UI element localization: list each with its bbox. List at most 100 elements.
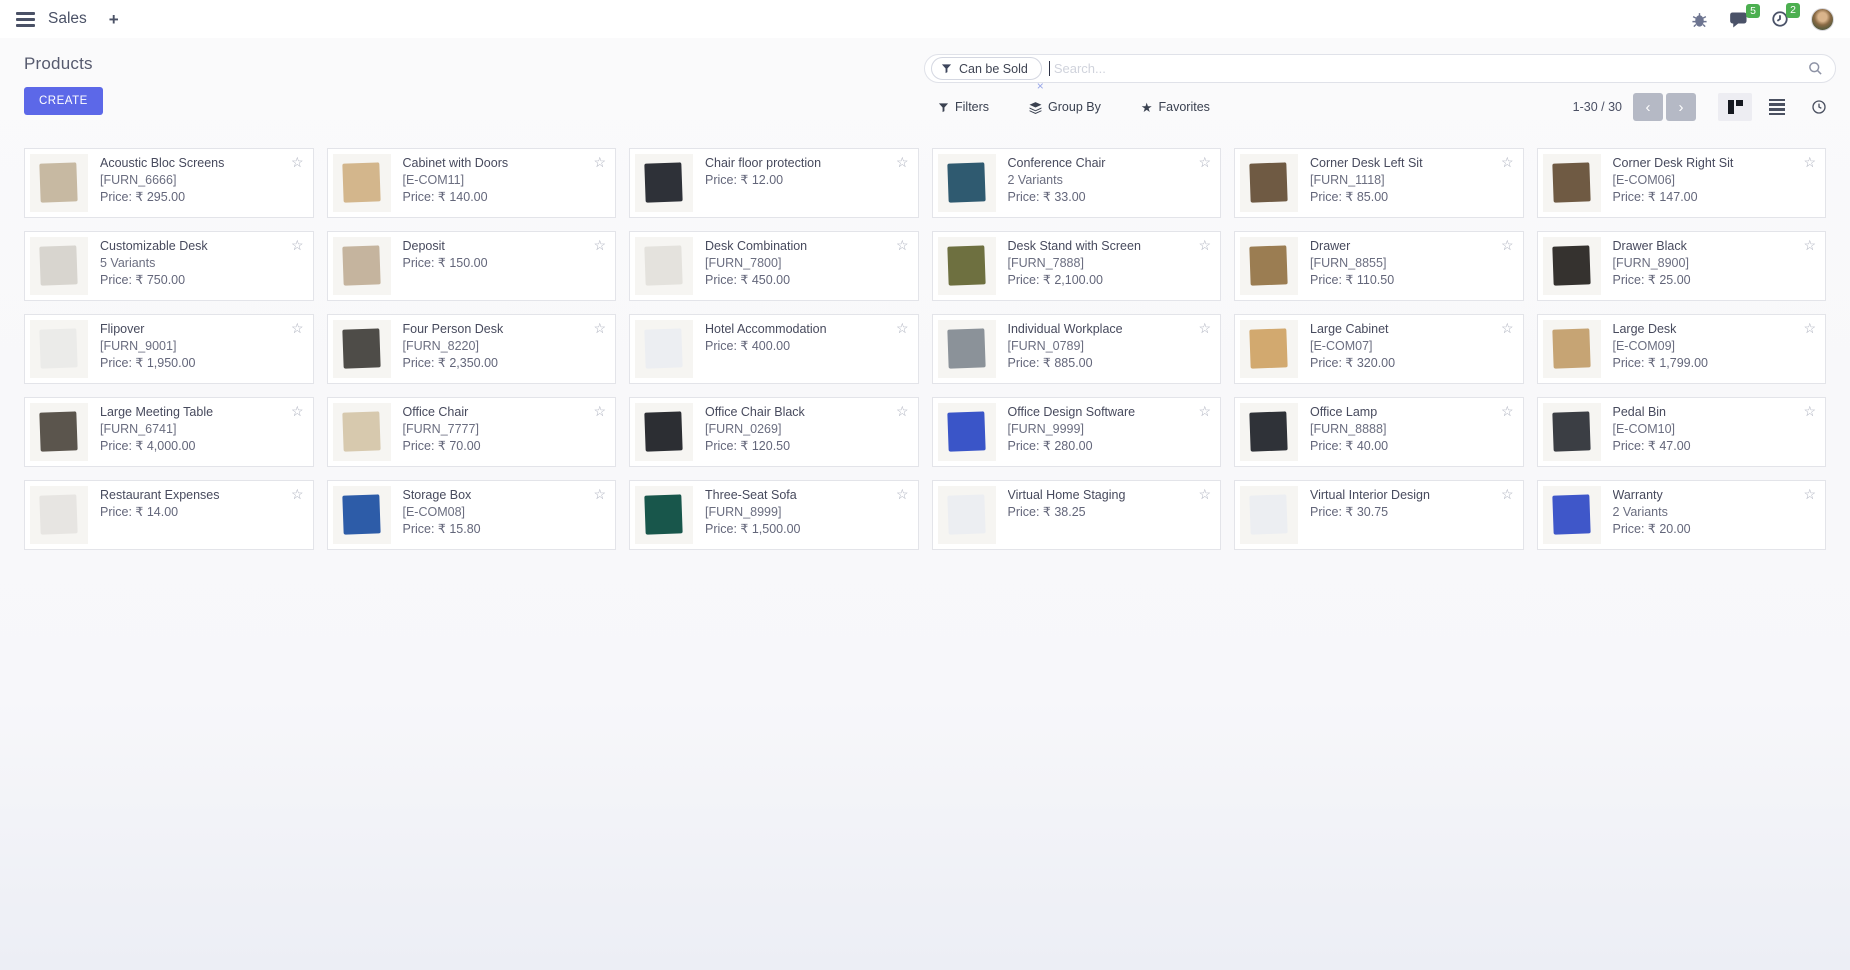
favorite-star-icon[interactable]: ☆ xyxy=(895,154,909,170)
product-image xyxy=(332,154,391,212)
apps-menu-icon[interactable] xyxy=(16,11,35,27)
product-name: Drawer Black xyxy=(1612,239,1687,253)
favorite-star-icon[interactable]: ☆ xyxy=(290,320,304,336)
facet-remove-icon[interactable]: × xyxy=(1036,79,1044,93)
pager-next-button[interactable]: › xyxy=(1666,93,1696,121)
product-card[interactable]: Cabinet with Doors [E-COM11] Price: ₹ 14… xyxy=(326,148,616,218)
product-card[interactable]: Large Meeting Table [FURN_6741] Price: ₹… xyxy=(24,397,314,467)
favorite-star-icon[interactable]: ☆ xyxy=(1198,237,1211,253)
favorite-star-icon[interactable]: ☆ xyxy=(1803,154,1816,170)
product-card[interactable]: Conference Chair 2 Variants Price: ₹ 33.… xyxy=(931,148,1221,218)
favorite-star-icon[interactable]: ☆ xyxy=(290,154,304,170)
product-card[interactable]: Office Design Software [FURN_9999] Price… xyxy=(931,397,1221,467)
favorite-star-icon[interactable]: ☆ xyxy=(1198,486,1211,502)
product-card[interactable]: Individual Workplace [FURN_0789] Price: … xyxy=(931,314,1221,384)
product-price: Price: ₹ 30.75 xyxy=(1310,505,1389,519)
product-price: Price: ₹ 147.00 xyxy=(1612,190,1698,204)
favorite-star-icon[interactable]: ☆ xyxy=(1803,320,1816,336)
favorite-star-icon[interactable]: ☆ xyxy=(1500,237,1514,253)
product-price: Price: ₹ 750.00 xyxy=(100,273,186,287)
favorite-star-icon[interactable]: ☆ xyxy=(1198,154,1211,170)
search-input[interactable]: Search... xyxy=(1053,61,1106,76)
search-icon[interactable] xyxy=(1808,61,1823,76)
product-card[interactable]: Large Desk [E-COM09] Price: ₹ 1,799.00 ☆ xyxy=(1536,314,1826,384)
product-image xyxy=(1542,237,1601,295)
group-by-menu[interactable]: Group By xyxy=(1029,100,1101,114)
product-card[interactable]: Deposit Price: ₹ 150.00 ☆ xyxy=(326,231,616,301)
product-card[interactable]: Corner Desk Left Sit [FURN_1118] Price: … xyxy=(1234,148,1524,218)
create-button[interactable]: CREATE xyxy=(24,87,103,115)
product-card[interactable]: Drawer Black [FURN_8900] Price: ₹ 25.00 … xyxy=(1536,231,1826,301)
product-card[interactable]: Warranty 2 Variants Price: ₹ 20.00 ☆ xyxy=(1536,480,1826,550)
user-avatar[interactable] xyxy=(1811,7,1834,31)
product-card[interactable]: Pedal Bin [E-COM10] Price: ₹ 47.00 ☆ xyxy=(1536,397,1826,467)
product-code: [E-COM10] xyxy=(1612,422,1676,436)
filters-menu[interactable]: Filters xyxy=(938,100,989,114)
product-name: Large Meeting Table xyxy=(100,405,214,419)
product-card[interactable]: Three-Seat Sofa [FURN_8999] Price: ₹ 1,5… xyxy=(629,480,919,550)
product-card[interactable]: Drawer [FURN_8855] Price: ₹ 110.50 ☆ xyxy=(1234,231,1524,301)
product-card[interactable]: Large Cabinet [E-COM07] Price: ₹ 320.00 … xyxy=(1234,314,1524,384)
product-card[interactable]: Office Chair [FURN_7777] Price: ₹ 70.00 … xyxy=(326,397,616,467)
favorite-star-icon[interactable]: ☆ xyxy=(895,237,909,253)
kanban-view-button[interactable] xyxy=(1718,93,1752,121)
product-card[interactable]: Flipover [FURN_9001] Price: ₹ 1,950.00 ☆ xyxy=(24,314,314,384)
product-card[interactable]: Customizable Desk 5 Variants Price: ₹ 75… xyxy=(24,231,314,301)
debug-bug-icon[interactable] xyxy=(1691,11,1708,28)
favorite-star-icon[interactable]: ☆ xyxy=(290,403,304,419)
product-card[interactable]: Restaurant Expenses Price: ₹ 14.00 ☆ xyxy=(24,480,314,550)
favorite-star-icon[interactable]: ☆ xyxy=(1803,403,1816,419)
product-card[interactable]: Office Lamp [FURN_8888] Price: ₹ 40.00 ☆ xyxy=(1234,397,1524,467)
favorite-star-icon[interactable]: ☆ xyxy=(1198,320,1211,336)
favorite-star-icon[interactable]: ☆ xyxy=(1500,486,1514,502)
product-image xyxy=(332,320,391,378)
favorite-star-icon[interactable]: ☆ xyxy=(895,486,909,502)
messages-icon[interactable]: 5 xyxy=(1730,3,1760,28)
favorite-star-icon[interactable]: ☆ xyxy=(290,237,304,253)
search-bar[interactable]: Can be Sold × Search... xyxy=(924,54,1836,93)
product-variants: 2 Variants xyxy=(1612,505,1668,519)
product-card[interactable]: Hotel Accommodation Price: ₹ 400.00 ☆ xyxy=(629,314,919,384)
favorite-star-icon[interactable]: ☆ xyxy=(593,486,606,502)
activities-icon[interactable]: 2 xyxy=(1771,3,1800,28)
favorite-star-icon[interactable]: ☆ xyxy=(593,320,606,336)
list-view-button[interactable] xyxy=(1760,93,1794,121)
product-card[interactable]: Acoustic Bloc Screens [FURN_6666] Price:… xyxy=(24,148,314,218)
favorite-star-icon[interactable]: ☆ xyxy=(1500,320,1514,336)
product-code: [E-COM07] xyxy=(1310,339,1373,353)
favorite-star-icon[interactable]: ☆ xyxy=(1500,154,1514,170)
product-price: Price: ₹ 140.00 xyxy=(402,190,488,204)
favorite-star-icon[interactable]: ☆ xyxy=(895,320,909,336)
favorite-star-icon[interactable]: ☆ xyxy=(895,403,909,419)
product-card[interactable]: Virtual Home Staging Price: ₹ 38.25 ☆ xyxy=(931,480,1221,550)
favorite-star-icon[interactable]: ☆ xyxy=(593,237,606,253)
product-price: Price: ₹ 400.00 xyxy=(705,339,791,353)
product-card[interactable]: Desk Stand with Screen [FURN_7888] Price… xyxy=(931,231,1221,301)
favorite-star-icon[interactable]: ☆ xyxy=(290,486,304,502)
app-name[interactable]: Sales xyxy=(48,10,87,27)
product-name: Warranty xyxy=(1612,488,1663,502)
favorite-star-icon[interactable]: ☆ xyxy=(593,403,606,419)
favorite-star-icon[interactable]: ☆ xyxy=(1500,403,1514,419)
product-card[interactable]: Virtual Interior Design Price: ₹ 30.75 ☆ xyxy=(1234,480,1524,550)
product-image xyxy=(332,237,391,295)
product-card[interactable]: Four Person Desk [FURN_8220] Price: ₹ 2,… xyxy=(326,314,616,384)
favorites-menu[interactable]: ★ Favorites xyxy=(1141,100,1210,114)
product-name: Three-Seat Sofa xyxy=(705,488,797,502)
add-tab-icon[interactable]: + xyxy=(108,9,119,29)
product-image xyxy=(1542,320,1601,378)
product-card[interactable]: Corner Desk Right Sit [E-COM06] Price: ₹… xyxy=(1536,148,1826,218)
product-card[interactable]: Storage Box [E-COM08] Price: ₹ 15.80 ☆ xyxy=(326,480,616,550)
favorite-star-icon[interactable]: ☆ xyxy=(1198,403,1211,419)
favorite-star-icon[interactable]: ☆ xyxy=(1803,237,1816,253)
search-facet-can-be-sold[interactable]: Can be Sold × xyxy=(931,57,1044,93)
product-card[interactable]: Office Chair Black [FURN_0269] Price: ₹ … xyxy=(629,397,919,467)
product-card[interactable]: Desk Combination [FURN_7800] Price: ₹ 45… xyxy=(629,231,919,301)
activity-view-button[interactable] xyxy=(1802,93,1836,121)
messages-badge: 5 xyxy=(1746,3,1760,18)
product-card[interactable]: Chair floor protection Price: ₹ 12.00 ☆ xyxy=(629,148,919,218)
favorite-star-icon[interactable]: ☆ xyxy=(593,154,606,170)
pager-previous-button[interactable]: ‹ xyxy=(1633,93,1663,121)
product-price: Price: ₹ 1,799.00 xyxy=(1612,356,1709,370)
favorite-star-icon[interactable]: ☆ xyxy=(1803,486,1816,502)
